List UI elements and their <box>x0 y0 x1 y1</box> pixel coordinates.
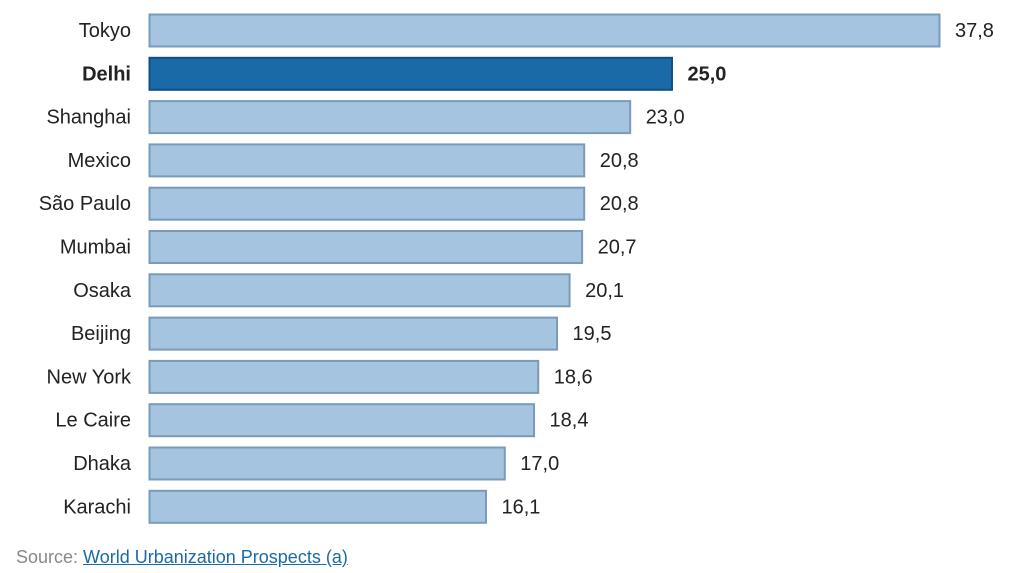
bar-mexico <box>148 143 586 178</box>
value-label-osaka: 20,1 <box>585 280 624 302</box>
bar-osaka <box>148 273 571 308</box>
value-label-sao-paulo: 20,8 <box>600 193 639 215</box>
value-label-tokyo: 37,8 <box>955 20 994 42</box>
bar-mumbai <box>148 230 584 264</box>
value-label-beijing: 19,5 <box>573 323 612 345</box>
value-label-shanghai: 23,0 <box>646 107 685 129</box>
category-label-dhaka: Dhaka <box>73 453 132 475</box>
bar-tokyo <box>148 13 941 48</box>
source-prefix: Source: <box>16 547 84 567</box>
category-label-new-york: New York <box>47 366 132 388</box>
category-label-tokyo: Tokyo <box>79 20 131 42</box>
category-label-shanghai: Shanghai <box>46 107 131 129</box>
bar-new-york <box>148 359 540 394</box>
category-label-le-caire: Le Caire <box>55 410 131 432</box>
bar-karachi <box>148 489 487 524</box>
value-label-le-caire: 18,4 <box>550 410 589 432</box>
category-label-osaka: Osaka <box>73 280 132 302</box>
bar-le-caire <box>148 403 536 438</box>
bar-beijing <box>148 316 559 351</box>
value-label-dhaka: 17,0 <box>520 453 559 475</box>
category-label-mexico: Mexico <box>68 150 131 172</box>
source-note: Source: World Urbanization Prospects (a) <box>16 547 348 568</box>
category-label-karachi: Karachi <box>63 496 131 518</box>
category-label-beijing: Beijing <box>71 323 131 345</box>
value-label-new-york: 18,6 <box>554 366 593 388</box>
category-label-sao-paulo: São Paulo <box>39 193 131 215</box>
category-label-delhi: Delhi <box>82 63 131 85</box>
bar-shanghai <box>148 100 632 135</box>
value-label-karachi: 16,1 <box>501 496 540 518</box>
source-link[interactable]: World Urbanization Prospects (a) <box>83 547 348 567</box>
value-label-mumbai: 20,7 <box>598 237 637 259</box>
value-label-delhi: 25,0 <box>687 63 726 85</box>
bar-delhi <box>148 56 673 91</box>
category-label-mumbai: Mumbai <box>60 237 131 259</box>
bar-chart: Tokyo 37,8 Delhi 25,0 Shanghai 23,0 Mexico 20,8… <box>39 13 994 524</box>
bar-sao-paulo <box>148 186 586 221</box>
value-label-mexico: 20,8 <box>600 150 639 172</box>
bar-dhaka <box>148 446 506 481</box>
